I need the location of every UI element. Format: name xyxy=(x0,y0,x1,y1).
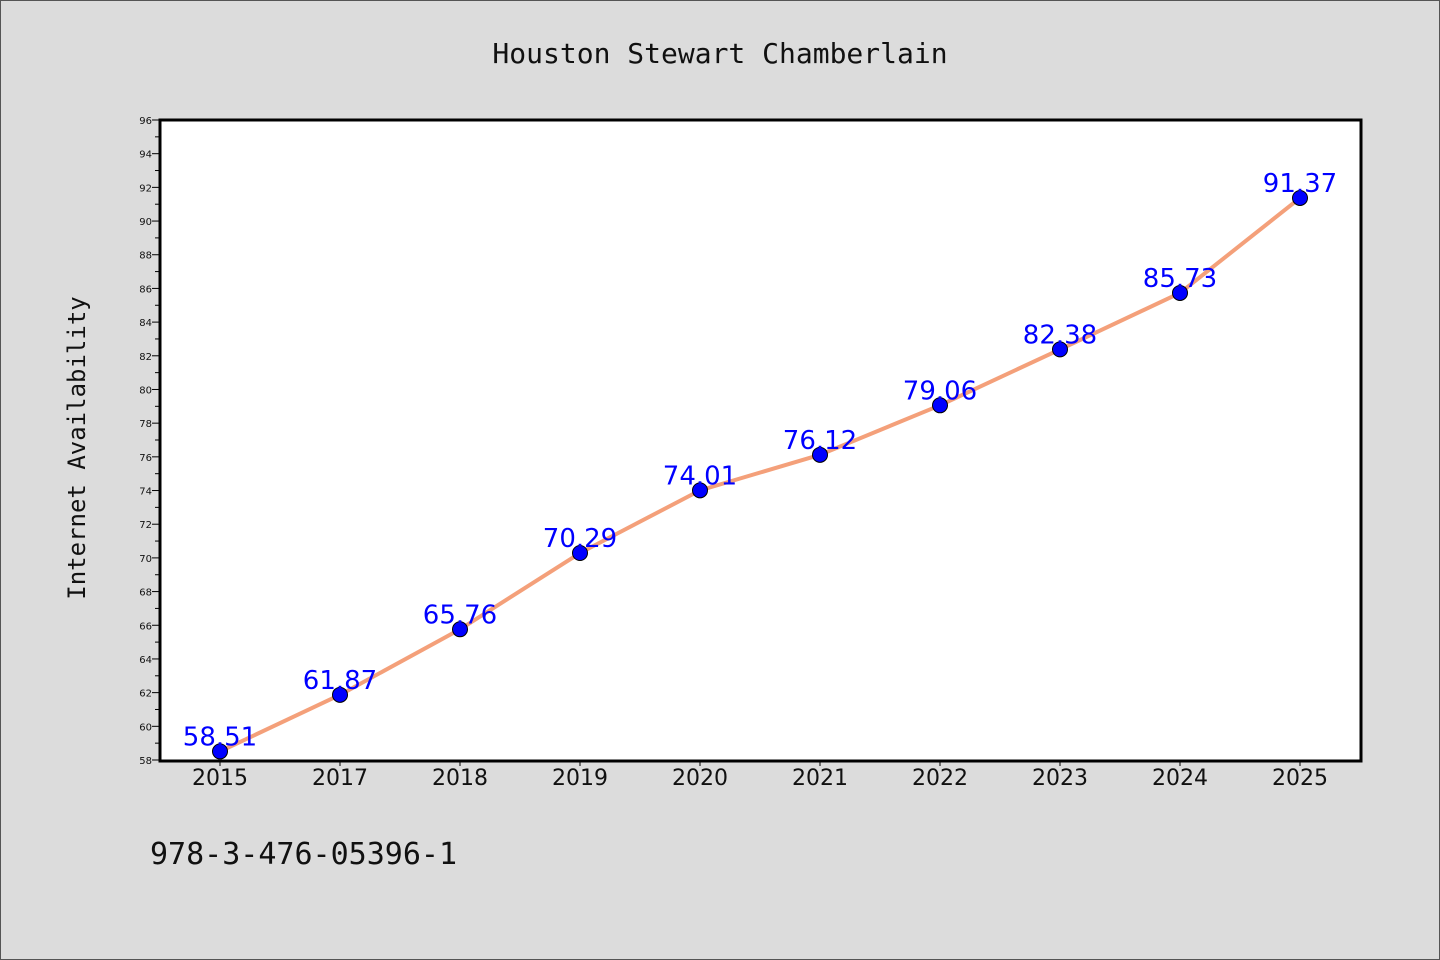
data-label: 76.12 xyxy=(783,426,857,456)
x-tick-label: 2022 xyxy=(912,766,968,791)
y-tick-label: 72 xyxy=(139,520,152,531)
data-point xyxy=(932,397,948,414)
x-tick-label: 2024 xyxy=(1152,766,1208,791)
x-tick-label: 2025 xyxy=(1272,766,1328,791)
isbn-text: 978-3-476-05396-1 xyxy=(150,837,457,872)
y-tick-label: 84 xyxy=(139,318,152,329)
y-tick-label: 92 xyxy=(139,183,152,194)
x-tick-label: 2019 xyxy=(552,766,608,791)
data-label: 70.29 xyxy=(543,524,617,554)
y-tick-label: 70 xyxy=(139,554,152,565)
x-tick-label: 2015 xyxy=(192,766,248,791)
data-label: 85.73 xyxy=(1143,264,1217,294)
x-tick-label: 2018 xyxy=(432,766,488,791)
data-point xyxy=(812,446,828,463)
data-point xyxy=(1052,341,1068,358)
y-tick-label: 90 xyxy=(139,217,152,228)
x-tick-label: 2023 xyxy=(1032,766,1088,791)
data-point xyxy=(1292,189,1308,206)
x-tick-label: 2020 xyxy=(672,766,728,791)
data-point xyxy=(572,545,588,562)
y-tick-label: 86 xyxy=(139,284,152,295)
y-tick-label: 74 xyxy=(139,487,152,498)
y-tick-label: 58 xyxy=(139,756,152,767)
y-tick-label: 60 xyxy=(139,722,152,733)
data-point xyxy=(212,743,228,760)
y-tick-label: 94 xyxy=(139,150,152,161)
series-line-group xyxy=(212,189,1308,760)
data-label: 58.51 xyxy=(183,722,257,752)
y-tick-label: 96 xyxy=(139,116,152,127)
y-tick-label: 82 xyxy=(139,352,152,363)
y-tick-label: 80 xyxy=(139,385,152,396)
y-axis-label: Internet Availability xyxy=(63,296,91,599)
data-label: 65.76 xyxy=(423,600,497,630)
x-tick-label: 2021 xyxy=(792,766,848,791)
chart-title: Houston Stewart Chamberlain xyxy=(492,37,947,70)
series-line xyxy=(218,195,1302,754)
data-label: 91.37 xyxy=(1263,169,1337,199)
y-tick-label: 68 xyxy=(139,588,152,599)
plot-border xyxy=(158,118,1363,763)
y-axis-ticks: 58 60 62 64 66 68 70 72 74 76 78 80 82 84 86 88 90 92 94 96 xyxy=(139,116,160,767)
y-tick-label: 66 xyxy=(139,621,152,632)
y-tick-label: 62 xyxy=(139,689,152,700)
data-point xyxy=(332,686,348,703)
data-point xyxy=(692,482,708,499)
data-labels: 58.51 61.87 65.76 70.29 74.01 76.12 79.06 82.38… xyxy=(183,169,1337,752)
y-tick-label: 64 xyxy=(139,655,152,666)
x-tick-label: 2017 xyxy=(312,766,368,791)
data-label: 79.06 xyxy=(903,376,977,406)
y-tick-label: 78 xyxy=(139,419,152,430)
plot-area xyxy=(160,120,1361,761)
data-label: 74.01 xyxy=(663,461,737,491)
data-point xyxy=(452,621,468,638)
y-tick-label: 76 xyxy=(139,453,152,464)
y-tick-label: 88 xyxy=(139,251,152,262)
x-axis-ticks: 2015 2017 2018 2019 2020 2021 2022 2023 2024 2025 xyxy=(192,760,1328,791)
data-label: 82.38 xyxy=(1023,320,1097,350)
data-label: 61.87 xyxy=(303,666,377,696)
data-point xyxy=(1172,284,1188,301)
